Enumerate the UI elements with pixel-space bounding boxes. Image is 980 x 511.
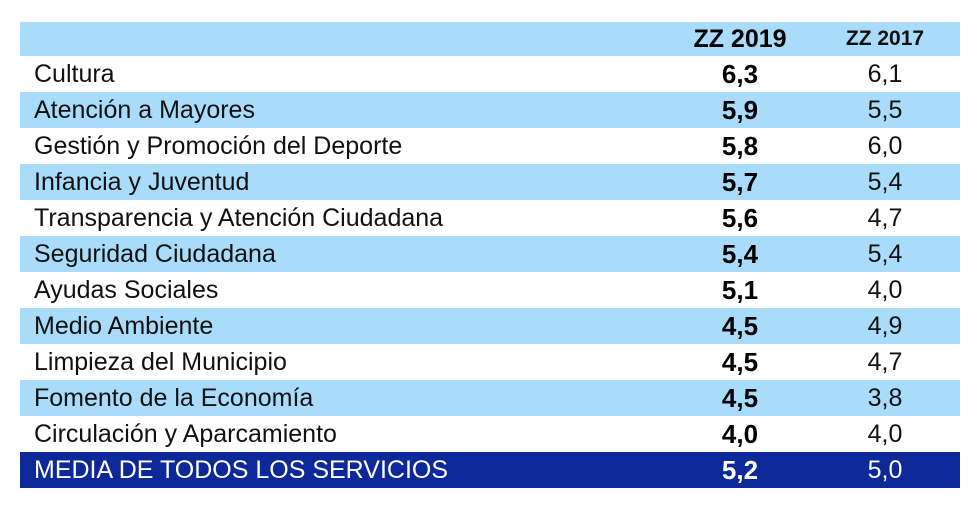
row-value-2017: 4,7 [867,203,903,232]
table-row: Seguridad Ciudadana 5,4 5,4 [20,236,960,272]
table-row: Atención a Mayores 5,9 5,5 [20,92,960,128]
row-value-2019: 4,5 [721,310,759,341]
table-row: Circulación y Aparcamiento 4,0 4,0 [20,416,960,452]
row-value-2019: 5,9 [721,94,759,125]
row-label: Infancia y Juventud [34,167,250,196]
row-value-2017: 4,7 [867,347,903,376]
row-label: Ayudas Sociales [34,275,219,304]
total-value-2017: 5,0 [867,455,903,484]
header-col-2019: ZZ 2019 [693,24,787,53]
row-value-2017: 5,4 [867,167,903,196]
table-row: Limpieza del Municipio 4,5 4,7 [20,344,960,380]
table-row: Transparencia y Atención Ciudadana 5,6 4,7 [20,200,960,236]
row-value-2017: 4,0 [867,275,903,304]
row-label: Fomento de la Economía [34,383,314,412]
services-table: ZZ 2019 ZZ 2017 Cultura 6,3 6,1 Atención a … [20,22,960,488]
row-value-2019: 6,3 [721,58,759,89]
table-body: Cultura 6,3 6,1 Atención a Mayores 5,9 5,5 Ges… [20,56,960,452]
row-label: Circulación y Aparcamiento [34,419,337,448]
table-row: Ayudas Sociales 5,1 4,0 [20,272,960,308]
table-row: Cultura 6,3 6,1 [20,56,960,92]
table-row-total: MEDIA DE TODOS LOS SERVICIOS 5,2 5,0 [20,452,960,488]
total-label: MEDIA DE TODOS LOS SERVICIOS [34,455,449,484]
row-value-2017: 4,9 [867,311,903,340]
row-label: Cultura [34,59,115,88]
table-row: Medio Ambiente 4,5 4,9 [20,308,960,344]
row-value-2019: 5,6 [721,202,759,233]
row-value-2017: 5,4 [867,239,903,268]
row-label: Transparencia y Atención Ciudadana [34,203,444,232]
total-value-2019: 5,2 [721,454,759,485]
row-value-2019: 4,5 [721,382,759,413]
row-value-2017: 4,0 [867,419,903,448]
row-value-2019: 4,0 [721,418,759,449]
row-value-2019: 5,7 [721,166,759,197]
row-label: Seguridad Ciudadana [34,239,276,268]
row-label: Limpieza del Municipio [34,347,287,376]
table-row: Infancia y Juventud 5,7 5,4 [20,164,960,200]
row-value-2017: 3,8 [867,383,903,412]
row-label: Atención a Mayores [34,95,255,124]
row-value-2019: 5,8 [721,130,759,161]
table-row: Gestión y Promoción del Deporte 5,8 6,0 [20,128,960,164]
row-value-2017: 6,1 [867,59,903,88]
row-value-2019: 5,1 [721,274,759,305]
row-value-2019: 4,5 [721,346,759,377]
row-value-2017: 5,5 [867,95,903,124]
row-value-2017: 6,0 [867,131,903,160]
row-label: Gestión y Promoción del Deporte [34,131,403,160]
row-value-2019: 5,4 [721,238,759,269]
row-label: Medio Ambiente [34,311,214,340]
table-row: Fomento de la Economía 4,5 3,8 [20,380,960,416]
header-col-2017: ZZ 2017 [845,27,925,50]
table-header: ZZ 2019 ZZ 2017 [20,22,960,56]
